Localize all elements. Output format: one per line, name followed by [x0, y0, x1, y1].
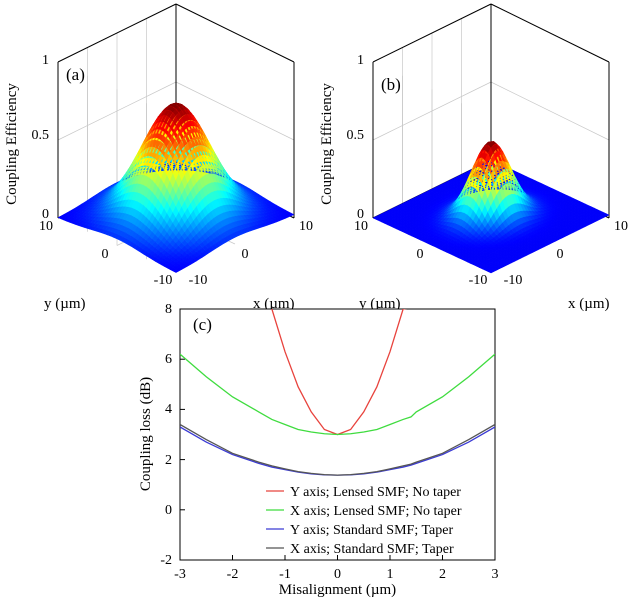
panel-label-c: (c) [193, 315, 212, 334]
y-tick-10-a: 10 [39, 219, 53, 234]
y-tick-0-a: 0 [102, 247, 109, 262]
panel-label-b: (b) [381, 75, 401, 94]
surface-a [57, 102, 295, 273]
z-tick-05-b: 0.5 [347, 128, 365, 143]
legend-label-4: X axis; Standard SMF; Taper [290, 542, 454, 557]
grid-z-right0-b [490, 81, 610, 141]
grid-z-left0-a [57, 81, 177, 141]
x-tick-10-b: 10 [614, 219, 628, 234]
y-tick-label-m2: -2 [160, 553, 172, 568]
edge-top-left-b [372, 3, 492, 63]
x-tick-label-3: 3 [492, 567, 499, 582]
x-axis-label-b: x (µm) [568, 296, 610, 312]
edge-top-left-a [57, 3, 177, 63]
legend-c: Y axis; Lensed SMF; No taper X axis; Len… [266, 485, 462, 557]
y-tick-label-2: 2 [165, 453, 172, 468]
z-tick-05-a: 0.5 [32, 128, 50, 143]
x-tick-label-2: 2 [439, 567, 446, 582]
edge-top-right-a [175, 3, 295, 63]
x-tick-0-b: 0 [557, 247, 564, 262]
surface-patch-b [602, 213, 610, 217]
x-axis-label-a: x (µm) [253, 296, 295, 312]
y-axis-label-b: y (µm) [359, 296, 401, 312]
y-tick-label-4: 4 [165, 402, 172, 417]
surface-plot-a: (a) 0 0.5 1 Coupling Efficiency 10 0 -10… [4, 3, 313, 312]
x-tick-10-a: 10 [299, 219, 313, 234]
edge-top-right-b [490, 3, 610, 63]
z-axis-label-a: Coupling Efficiency [4, 83, 20, 205]
x-tick-label-m2: -2 [227, 567, 239, 582]
legend-label-3: Y axis; Standard SMF; Taper [290, 523, 453, 538]
series-line-1 [271, 309, 408, 436]
series-lines-c [180, 309, 495, 476]
y-axis-label-c: Coupling loss (dB) [138, 377, 154, 491]
x-axis-label-c: Misalignment (µm) [279, 582, 396, 598]
surface-patch-a [287, 212, 295, 217]
surface-plot-b: (b) 0 0.5 1 Coupling Efficiency 10 0 -10… [319, 3, 628, 312]
legend-label-1: Y axis; Lensed SMF; No taper [290, 485, 461, 500]
grid-z-right0-a [175, 81, 295, 141]
y-tick-10-b: 10 [354, 219, 368, 234]
y-tick-m10-a: -10 [154, 273, 173, 288]
y-tick-label-6: 6 [165, 352, 172, 367]
y-tick-m10-b: -10 [469, 273, 488, 288]
z-tick-0-b: 0 [357, 207, 364, 222]
x-tick-0-a: 0 [242, 247, 249, 262]
y-tick-0-b: 0 [417, 247, 424, 262]
x-tick-label-m3: -3 [174, 567, 186, 582]
panel-label-a: (a) [66, 65, 85, 84]
grid-z-left0-b [372, 81, 492, 141]
x-tick-label-m1: -1 [279, 567, 291, 582]
z-axis-label-b: Coupling Efficiency [319, 83, 335, 205]
line-plot-c: (c) -2 0 2 4 6 8 -3 -2 -1 0 1 2 3 Misali… [138, 302, 499, 598]
x-tick-m10-b: -10 [504, 273, 523, 288]
series-line-2 [180, 353, 495, 436]
x-tick-label-0: 0 [334, 567, 341, 582]
y-tick-label-0: 0 [165, 503, 172, 518]
tick-marks-c [179, 308, 496, 561]
x-tick-m10-a: -10 [189, 273, 208, 288]
y-tick-label-8: 8 [165, 302, 172, 317]
z-tick-1-b: 1 [357, 53, 364, 68]
z-tick-1-a: 1 [42, 53, 49, 68]
series-line-4 [180, 423, 495, 476]
z-tick-0-a: 0 [42, 207, 49, 222]
surface-b [372, 141, 610, 274]
y-axis-label-a: y (µm) [44, 296, 86, 312]
x-tick-label-1: 1 [387, 567, 394, 582]
legend-label-2: X axis; Lensed SMF; No taper [290, 504, 462, 519]
